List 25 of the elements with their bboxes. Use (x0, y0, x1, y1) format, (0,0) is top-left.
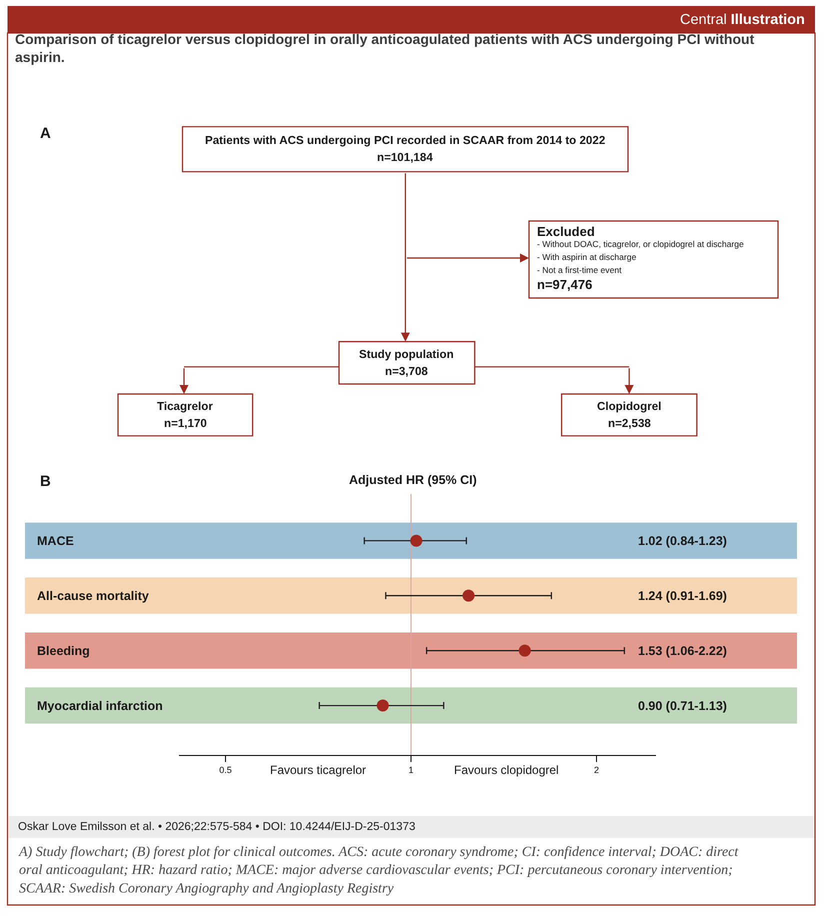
text: A) Study flowchart; (B) forest plot for clinical outcomes. ACS: acute coronary syndrome; CI: confidence interval; DOAC: direct oral anticoagulant; HR: hazard ratio; MACE: major adverse cardiovascular events; PCI: percutaneous coronary intervention; SCAAR: Swedish Coronary Angiography and Angioplasty Registry (18, 845, 740, 896)
x-tick-label: 1 (408, 764, 414, 775)
data-label: 1.24 (0.91-1.69) (638, 589, 727, 603)
text: Clopidogrel n=2,538 (597, 400, 662, 430)
data-label: 1.53 (1.06-2.22) (638, 644, 727, 658)
y-tick-label: All-cause mortality (37, 589, 149, 603)
text: B (40, 473, 51, 490)
text: A (40, 125, 51, 142)
text: Patients with ACS undergoing PCI recorded in SCAAR from 2014 to 2022 n=101,184 (205, 134, 606, 164)
y-tick-label: MACE (37, 534, 74, 548)
data-label: 1.02 (0.84-1.23) (638, 534, 727, 548)
data-label: 0.90 (0.71-1.13) (638, 699, 727, 713)
y-tick-label: Myocardial infarction (37, 699, 163, 713)
chart-title: Adjusted HR (95% CI) (349, 473, 477, 487)
text: Oskar Love Emilsson et al. • 2026;22:575-584 • DOI: 10.4244/EIJ-D-25-01373 (18, 821, 416, 833)
x-tick-label: 0.5 (219, 764, 232, 775)
text: Favours clopidogrel (454, 763, 559, 777)
text: Ticagrelor n=1,170 (157, 400, 214, 430)
x-tick-label: 2 (594, 764, 599, 775)
text: Central Illustration (680, 12, 805, 28)
text: Excluded - Without DOAC, ticagrelor, or clopidogrel at discharge - With aspirin at discharge - Not a first-time event n=97,476 (537, 224, 744, 292)
y-tick-label: Bleeding (37, 644, 90, 658)
text: Favours ticagrelor (270, 763, 366, 777)
text: Comparison of ticagrelor versus clopidogrel in orally anticoagulated patients with ACS undergoing PCI without aspirin. (15, 31, 755, 66)
text: Study population n=3,708 (359, 348, 454, 378)
